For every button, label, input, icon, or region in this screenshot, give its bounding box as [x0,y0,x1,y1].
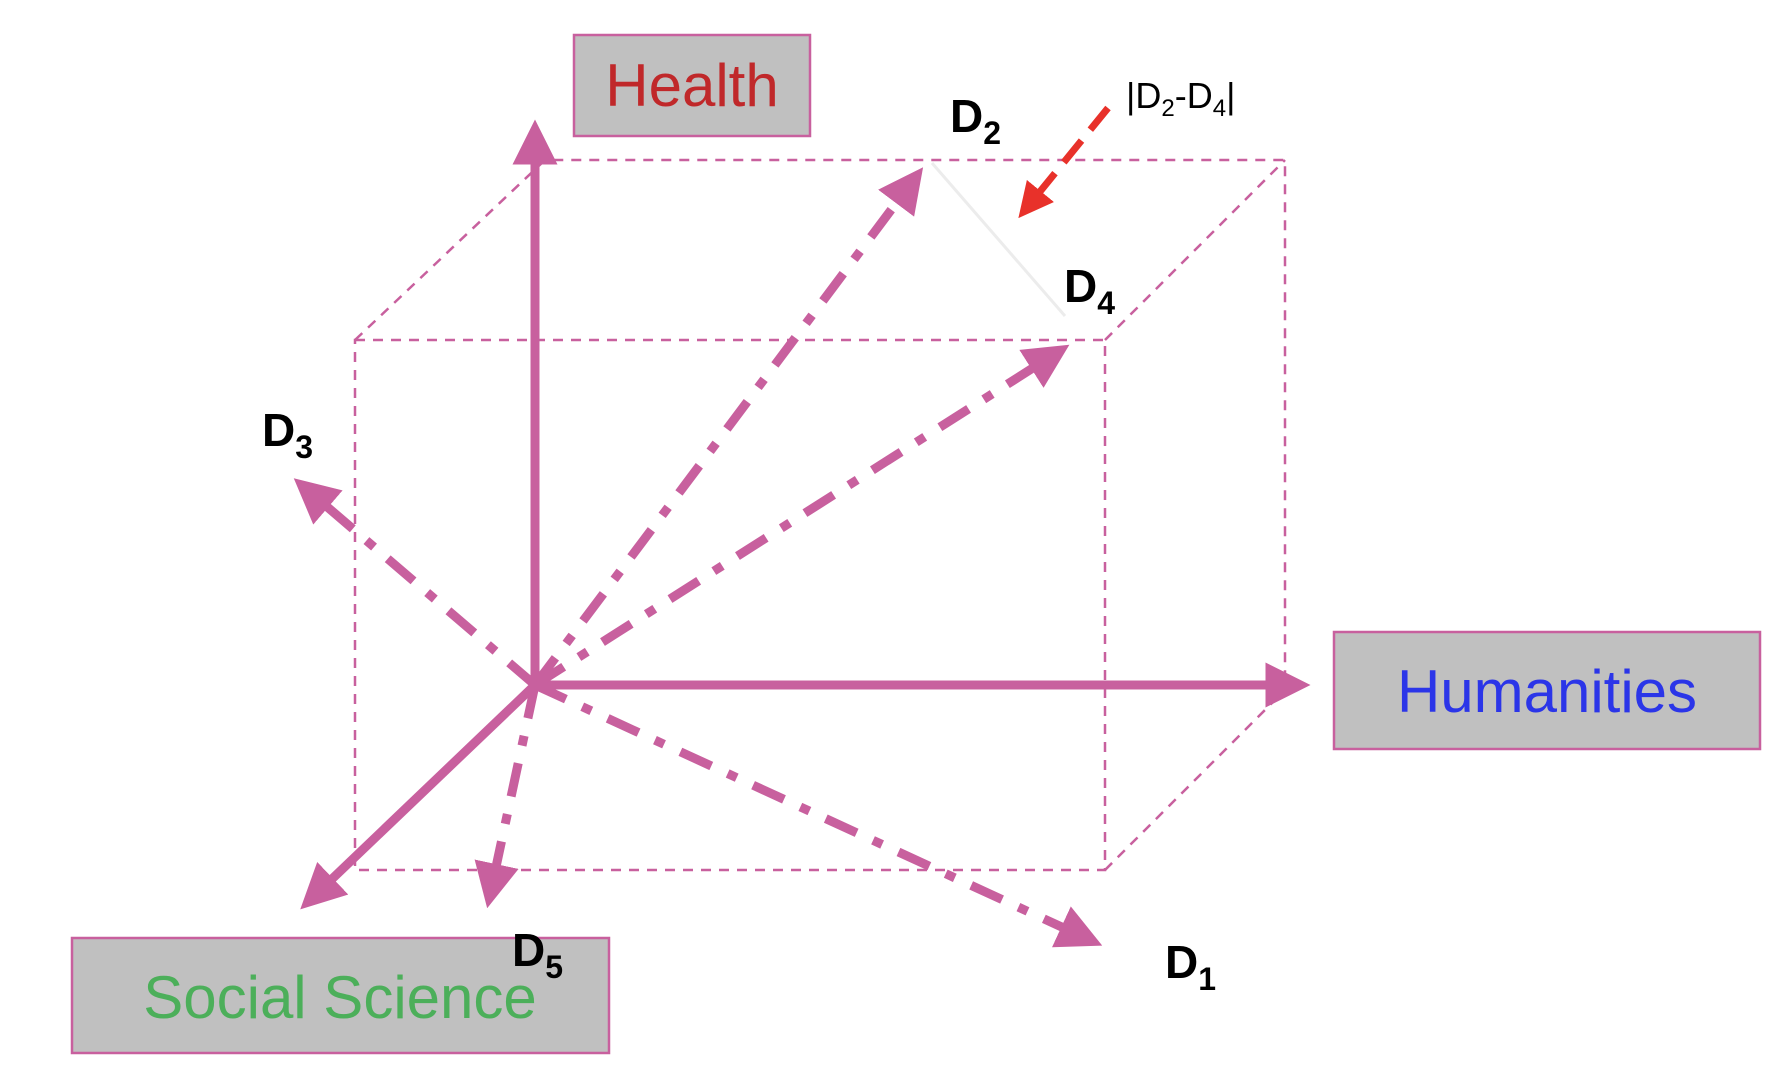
vector-d5-arrow [474,684,540,909]
social-science-axis-label: Social Science [143,964,537,1031]
axes [300,119,1311,910]
label-d1: D1 [1165,936,1216,997]
difference-label: |D2-D4| [1126,75,1235,122]
label-d5: D5 [512,924,563,985]
difference-arrow [1018,105,1111,219]
vector-d2-arrow [531,167,924,688]
vector-d3-arrow [293,478,538,689]
cube-edge-top-right [1104,159,1286,341]
health-axis-label: Health [605,52,778,119]
dashed-cube [353,158,1287,872]
cube-edge-bottom-right [1104,689,1286,871]
cube-front-face [353,338,1107,872]
humanities-axis-label: Humanities [1397,658,1697,725]
humanities-label-box: Humanities [1332,630,1762,751]
health-label-box: Health [572,33,812,138]
vector-d1-arrow [533,680,1103,948]
label-d2: D2 [950,90,1001,151]
vector-d4-arrow [532,344,1070,689]
social-science-axis [300,681,539,910]
document-vectors [293,167,1103,948]
label-d4: D4 [1064,260,1115,321]
d2-d4-connector [930,162,1067,317]
social-science-label-box: Social Science [70,936,611,1055]
cube-back-face-edges [354,158,1287,690]
label-d3: D3 [262,404,313,465]
